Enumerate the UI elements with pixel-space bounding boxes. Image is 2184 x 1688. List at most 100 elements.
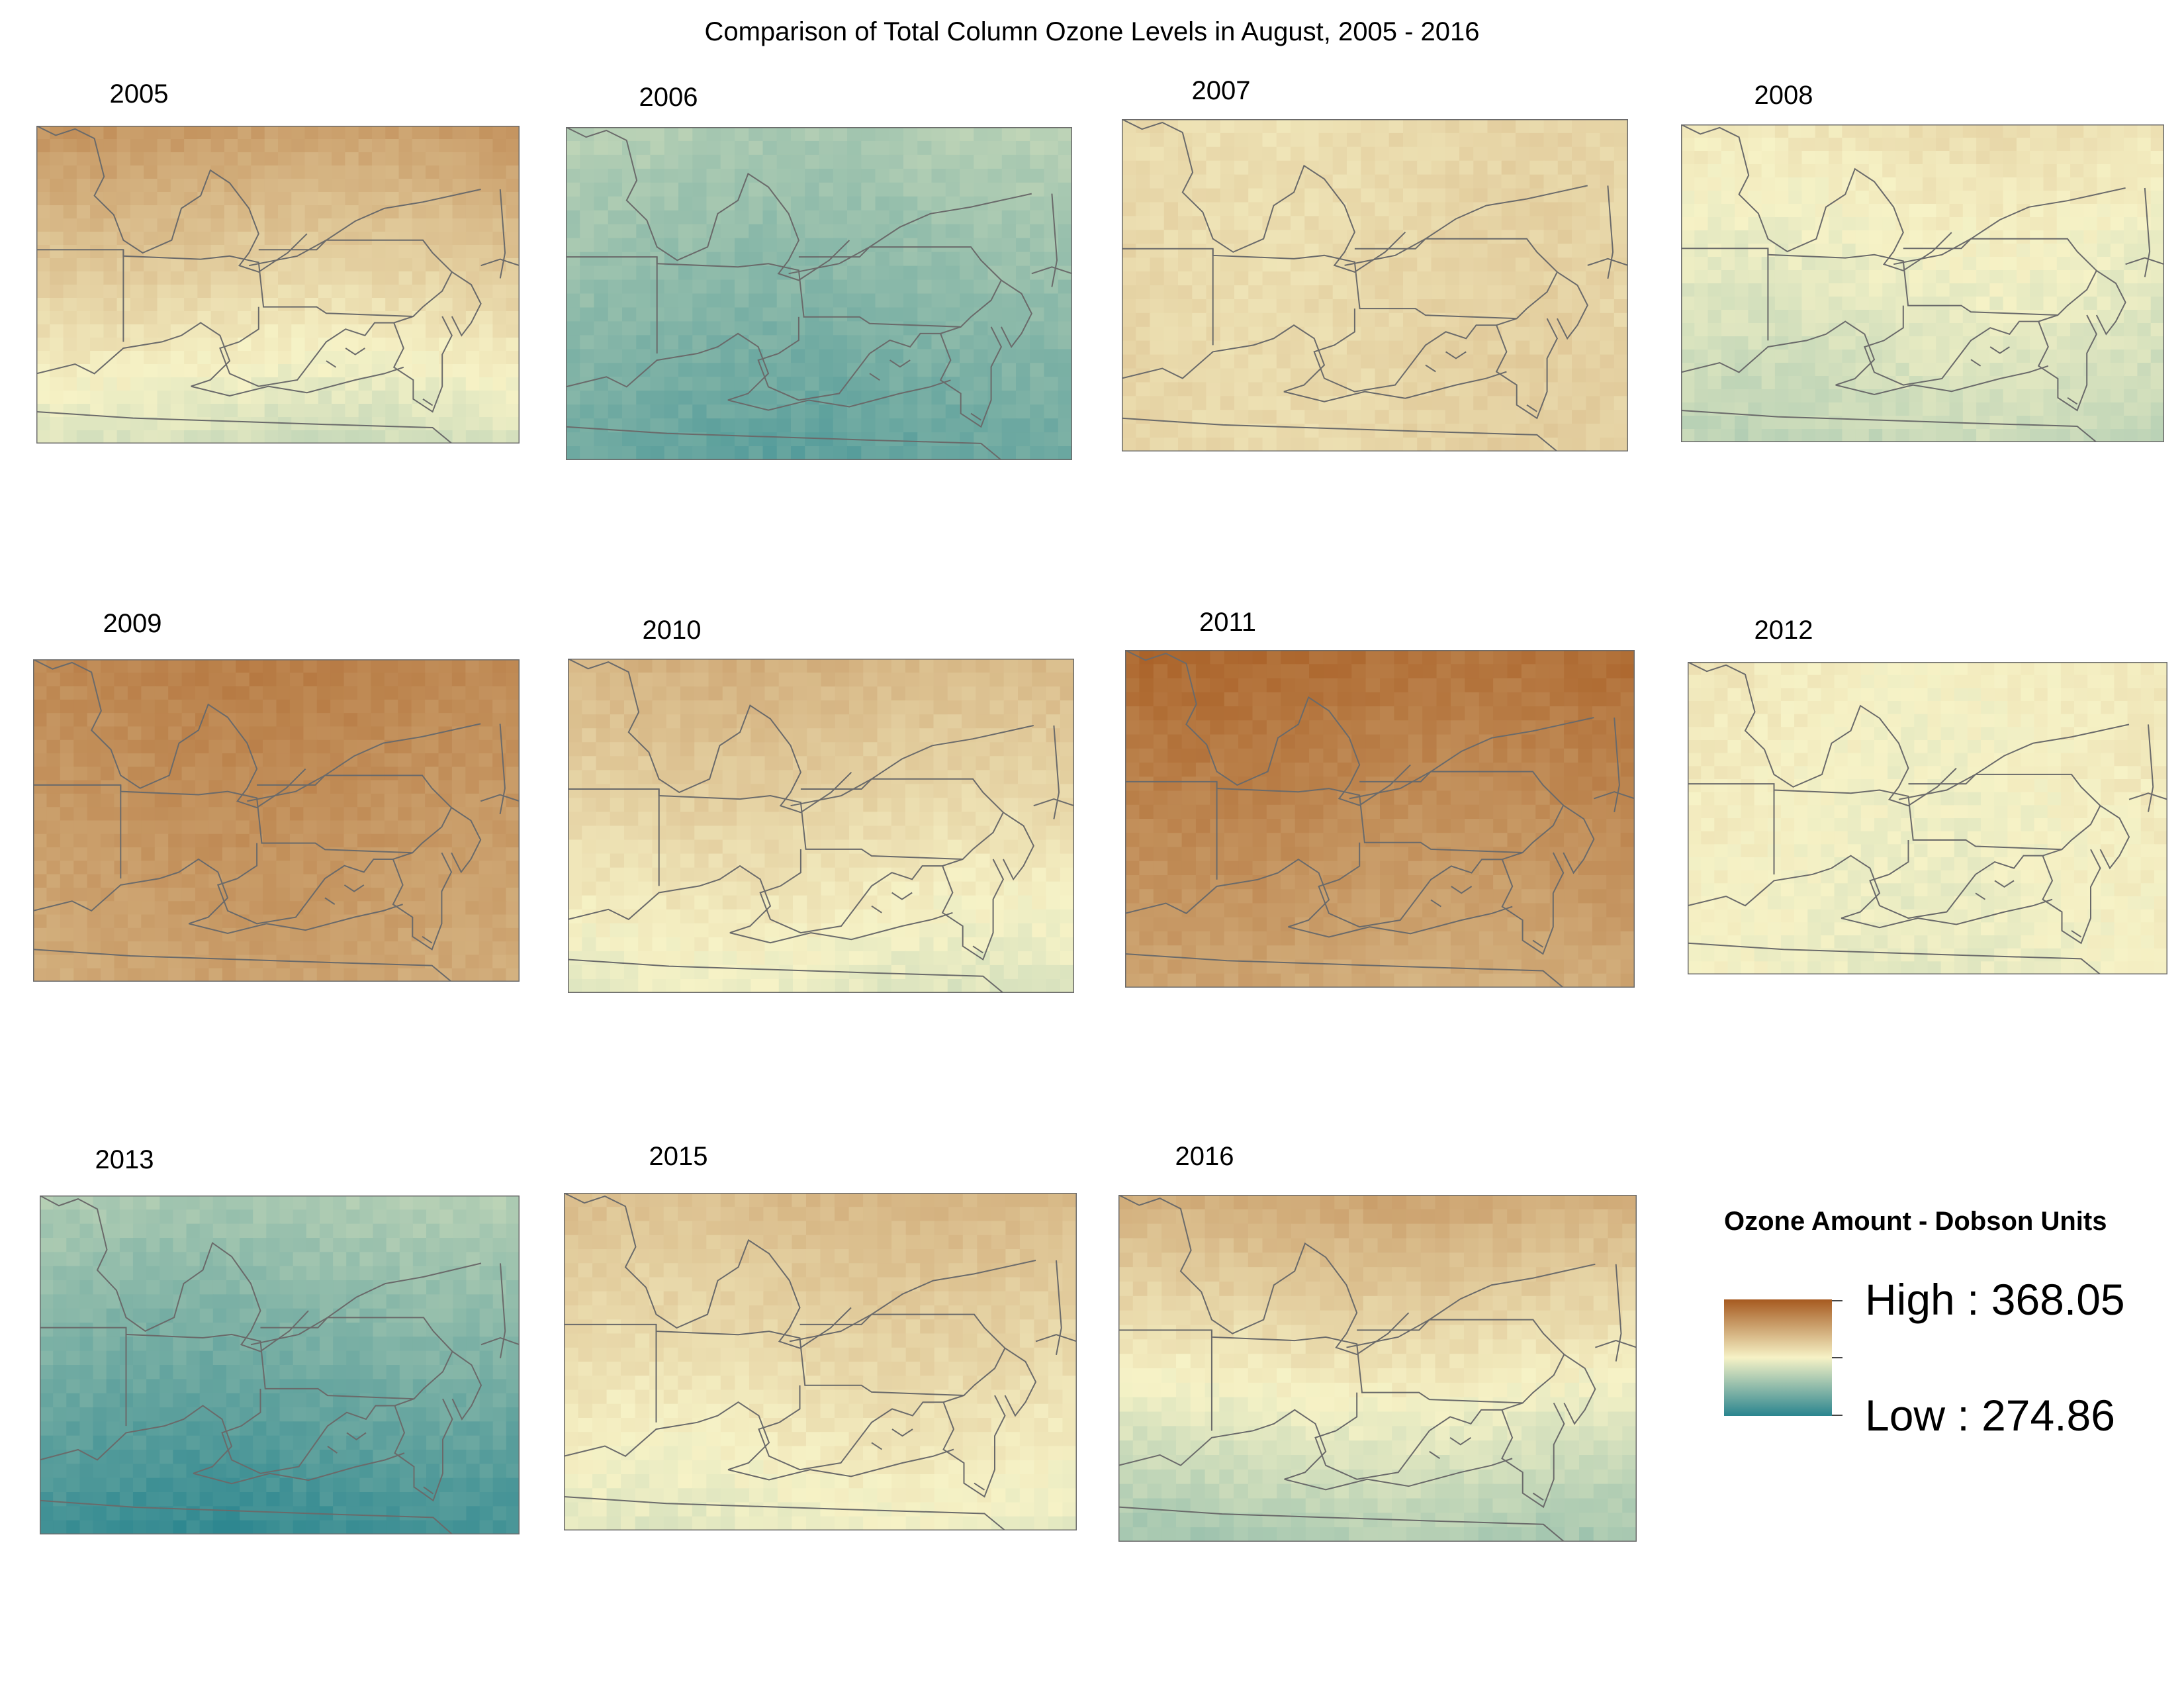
state-boundary-line — [1864, 306, 2058, 385]
state-boundary-line — [1430, 1438, 1543, 1500]
state-boundary-line — [1681, 410, 2097, 442]
state-boundary-line — [1563, 718, 1635, 873]
state-boundary-line — [1316, 1393, 1523, 1479]
state-boundary-line — [1118, 1410, 1326, 1479]
legend-tick-high — [1832, 1300, 1843, 1301]
state-boundary-line — [1118, 1195, 1408, 1354]
state-boundary-line — [33, 659, 306, 808]
state-boundary-line — [942, 859, 1003, 960]
state-boundary-line — [566, 127, 849, 280]
state-boundary-line — [247, 724, 480, 801]
legend-low-label: Low : 274.86 — [1865, 1391, 2115, 1440]
state-boundary-line — [1841, 900, 2052, 927]
state-boundary-line — [564, 1497, 1005, 1530]
state-boundary-line — [40, 1196, 308, 1352]
panel-title-2010: 2010 — [642, 616, 702, 645]
state-boundary-line — [564, 1315, 1005, 1395]
state-boundary-line — [1557, 185, 1628, 338]
state-boundary-line — [1122, 239, 1557, 318]
state-boundary-line — [1502, 1403, 1564, 1507]
panel-title-2008: 2008 — [1754, 81, 1813, 110]
ozone-map-2010 — [568, 659, 1074, 993]
ozone-map-2015 — [564, 1193, 1077, 1530]
state-boundary-line — [1122, 418, 1557, 451]
panel-title-2007: 2007 — [1191, 76, 1251, 105]
state-boundary-line — [564, 1193, 851, 1348]
state-boundary-line — [872, 1429, 985, 1490]
state-boundary-line — [1005, 1260, 1077, 1416]
panel-title-2016: 2016 — [1175, 1142, 1234, 1171]
state-boundary-line — [760, 849, 963, 933]
ozone-map-2013 — [40, 1196, 520, 1534]
state-boundary-line — [33, 859, 228, 923]
state-boundary-line — [40, 1501, 453, 1534]
state-boundary-line — [566, 247, 1001, 327]
state-boundary-line — [1349, 718, 1594, 798]
state-boundary-line — [326, 348, 433, 405]
state-boundary-line — [36, 126, 307, 272]
page-title: Comparison of Total Column Ozone Levels … — [704, 17, 1480, 46]
ozone-map-2016 — [1118, 1195, 1637, 1542]
state-boundary-line — [394, 316, 452, 412]
state-boundary-line — [1122, 325, 1324, 391]
state-boundary-line — [1564, 1264, 1637, 1424]
state-boundary-line — [568, 779, 1003, 859]
ozone-map-2007 — [1122, 119, 1628, 451]
ozone-map-2008 — [1681, 124, 2164, 442]
state-boundary-line — [1688, 774, 2101, 849]
state-boundary-line — [1971, 347, 2077, 404]
state-boundary-line — [1496, 318, 1557, 418]
state-boundary-line — [568, 960, 1003, 994]
legend-color-ramp — [1724, 1299, 1832, 1416]
state-boundary-line — [220, 307, 413, 387]
state-boundary-line — [758, 317, 961, 400]
state-boundary-line — [1003, 726, 1074, 879]
state-boundary-line — [790, 1260, 1036, 1341]
state-boundary-line — [1314, 308, 1517, 392]
state-boundary-line — [1125, 859, 1329, 927]
state-boundary-line — [728, 1450, 954, 1480]
panel-title-2005: 2005 — [109, 79, 169, 109]
state-boundary-line — [1688, 856, 1880, 918]
state-boundary-line — [36, 323, 230, 387]
state-boundary-line — [870, 360, 981, 420]
state-boundary-line — [1893, 188, 2125, 264]
state-boundary-line — [452, 189, 520, 336]
state-boundary-line — [1288, 907, 1512, 937]
state-boundary-line — [791, 726, 1034, 806]
state-boundary-line — [1319, 843, 1523, 927]
state-boundary-line — [568, 866, 770, 933]
state-boundary-line — [40, 1405, 232, 1473]
state-boundary-line — [568, 659, 851, 812]
state-boundary-line — [566, 427, 1001, 460]
state-boundary-line — [1836, 366, 2048, 395]
state-boundary-line — [36, 240, 452, 316]
state-boundary-line — [728, 380, 951, 410]
ozone-map-2006 — [566, 127, 1072, 460]
state-boundary-line — [2097, 188, 2164, 334]
state-boundary-line — [1125, 772, 1563, 853]
panel-title-2015: 2015 — [649, 1142, 708, 1171]
state-boundary-line — [33, 949, 451, 982]
state-boundary-line — [1284, 372, 1507, 402]
legend-tick-mid — [1832, 1357, 1843, 1358]
state-boundary-line — [2043, 849, 2101, 943]
state-boundary-line — [1001, 194, 1072, 347]
state-boundary-line — [453, 1263, 520, 1419]
panel-title-2013: 2013 — [95, 1145, 154, 1174]
state-boundary-line — [564, 1402, 769, 1470]
state-boundary-line — [33, 775, 451, 853]
state-boundary-line — [730, 913, 953, 943]
state-boundary-line — [1899, 724, 2129, 799]
panel-title-2006: 2006 — [639, 83, 698, 112]
state-boundary-line — [328, 1432, 433, 1493]
ozone-map-2005 — [36, 126, 520, 444]
state-boundary-line — [189, 904, 402, 933]
panel-title-2011: 2011 — [1199, 608, 1256, 637]
state-boundary-line — [872, 893, 983, 953]
panel-title-2009: 2009 — [103, 609, 162, 638]
state-boundary-line — [451, 724, 520, 872]
state-boundary-line — [191, 367, 404, 396]
state-boundary-line — [193, 1453, 404, 1483]
state-boundary-line — [1345, 185, 1588, 265]
